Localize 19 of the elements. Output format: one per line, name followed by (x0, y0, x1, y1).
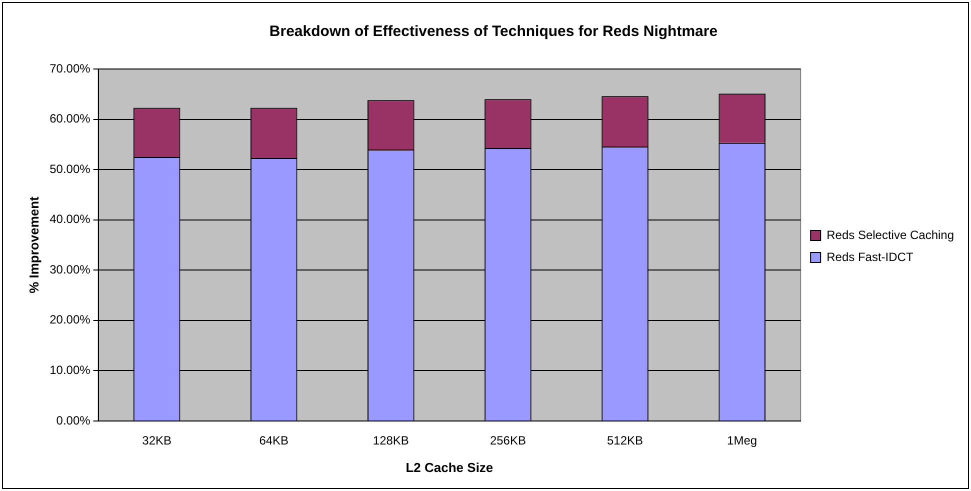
x-tick-label: 32KB (142, 434, 172, 448)
x-tick-label: 1Meg (727, 434, 758, 448)
y-tick-label: 0.00% (56, 413, 91, 428)
y-tick-label: 10.00% (50, 363, 91, 378)
chart-title: Breakdown of Effectiveness of Techniques for Reds Nightmare (269, 23, 718, 40)
y-tick-label: 50.00% (50, 162, 91, 176)
x-tick-label: 64KB (259, 434, 289, 448)
y-tick-label: 40.00% (50, 212, 91, 226)
x-tick-label: 128KB (372, 434, 409, 448)
y-tick-label: 70.00% (50, 61, 91, 76)
legend-label: Reds Selective Caching (826, 228, 954, 242)
legend-label: Reds Fast-IDCT (826, 250, 914, 264)
y-tick-label: 60.00% (50, 112, 91, 126)
y-axis-title: % Improvement (26, 196, 42, 294)
y-tick-label: 20.00% (50, 312, 91, 327)
x-tick-label: 256KB (490, 434, 526, 448)
x-axis-title: L2 Cache Size (406, 460, 494, 475)
y-tick-label: 30.00% (50, 262, 91, 276)
x-tick-label: 512KB (607, 434, 644, 448)
